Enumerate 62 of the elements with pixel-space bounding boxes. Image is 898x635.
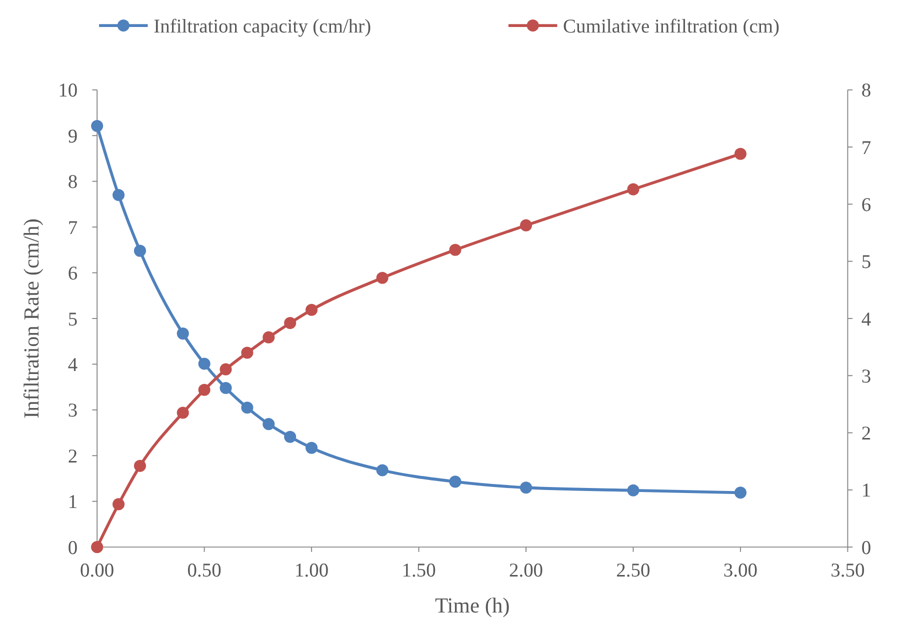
point (134, 460, 146, 472)
point (520, 482, 532, 494)
x-tick-label: 3.00 (723, 560, 758, 582)
point (449, 244, 462, 256)
y-tick-label: 5 (68, 309, 78, 330)
y2-tick-label: 7 (861, 138, 872, 159)
point (306, 442, 318, 454)
y2-tick-label: 6 (861, 195, 872, 216)
y-axis-title: Infiltration Rate (cm/h) (20, 218, 44, 418)
x-tick-label: 1.00 (294, 560, 329, 582)
y-tick-label: 4 (68, 355, 78, 376)
point (91, 541, 104, 554)
point (306, 304, 318, 316)
x-tick-label: 2.50 (616, 560, 650, 582)
y-tick-label: 6 (68, 264, 78, 285)
point (241, 402, 254, 414)
point (134, 244, 146, 257)
y2-tick-label: 4 (861, 309, 872, 330)
x-tick-label: 2.00 (508, 560, 544, 582)
point (112, 498, 125, 510)
y-tick-label: 8 (68, 172, 78, 194)
y2-tick-label: 3 (861, 366, 872, 388)
y2-tick-label: 2 (861, 424, 872, 445)
point (734, 486, 746, 499)
x-tick-label: 0.50 (187, 560, 222, 582)
y-tick-label: 1 (68, 492, 78, 514)
point (241, 346, 254, 359)
y2-tick-label: 8 (861, 80, 872, 102)
point (627, 183, 640, 196)
y-tick-label: 9 (68, 126, 78, 148)
x-tick-label: 0.00 (80, 560, 114, 582)
y-tick-label: 7 (68, 218, 78, 239)
point (198, 384, 210, 396)
x-tick-label: 3.50 (830, 560, 865, 582)
point (262, 418, 275, 430)
point (220, 363, 232, 376)
y2-tick-label: 0 (861, 538, 872, 559)
y-tick-label: 3 (68, 400, 78, 422)
point (262, 331, 275, 344)
point (284, 317, 296, 330)
point (734, 148, 746, 160)
legend-label: Infiltration capacity (cm/hr) (154, 16, 372, 38)
point (176, 406, 189, 419)
point (284, 430, 296, 443)
point (376, 464, 388, 476)
point (198, 358, 210, 370)
y-tick-label: 2 (68, 446, 78, 468)
point (91, 120, 104, 132)
y-tick-label: 10 (58, 80, 78, 102)
y2-tick-label: 5 (861, 252, 872, 274)
y-tick-label: 0 (68, 538, 78, 559)
point (376, 272, 388, 284)
point (520, 219, 532, 232)
point (627, 484, 640, 496)
x-tick-label: 1.50 (402, 560, 436, 582)
point (220, 382, 232, 394)
x-axis-title: Time (h) (434, 593, 510, 618)
point (449, 476, 462, 488)
point (176, 328, 189, 340)
legend-label: Cumilative infiltration (cm) (563, 16, 780, 38)
point (112, 189, 125, 202)
y2-tick-label: 1 (861, 480, 872, 502)
